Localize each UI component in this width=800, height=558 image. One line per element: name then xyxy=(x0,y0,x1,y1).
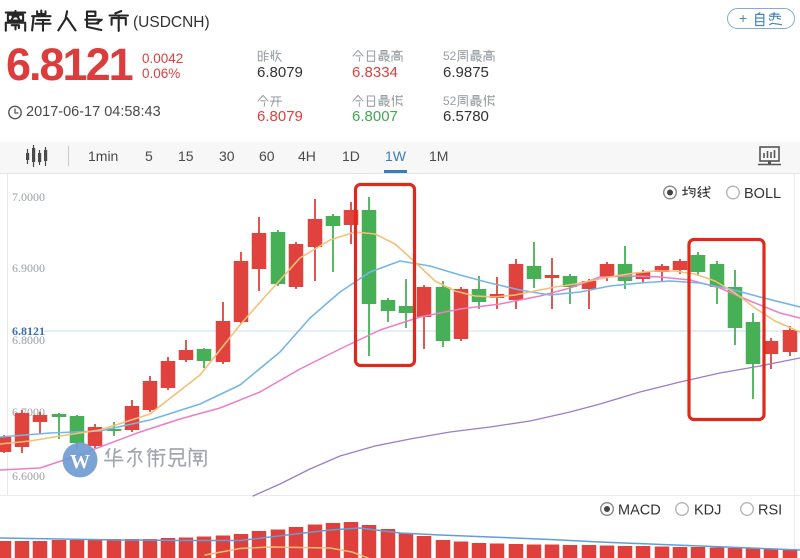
svg-text:BOLL: BOLL xyxy=(744,186,781,202)
svg-text:7.0000: 7.0000 xyxy=(12,190,45,204)
svg-text:6.8121: 6.8121 xyxy=(12,324,45,338)
svg-text:6.8000: 6.8000 xyxy=(12,333,45,347)
svg-text:6.6000: 6.6000 xyxy=(12,469,45,483)
svg-text:MACD: MACD xyxy=(618,503,661,519)
svg-text:W: W xyxy=(70,451,90,473)
svg-text:6.9000: 6.9000 xyxy=(12,261,45,275)
svg-text:RSI: RSI xyxy=(758,503,782,519)
svg-text:KDJ: KDJ xyxy=(694,503,721,519)
